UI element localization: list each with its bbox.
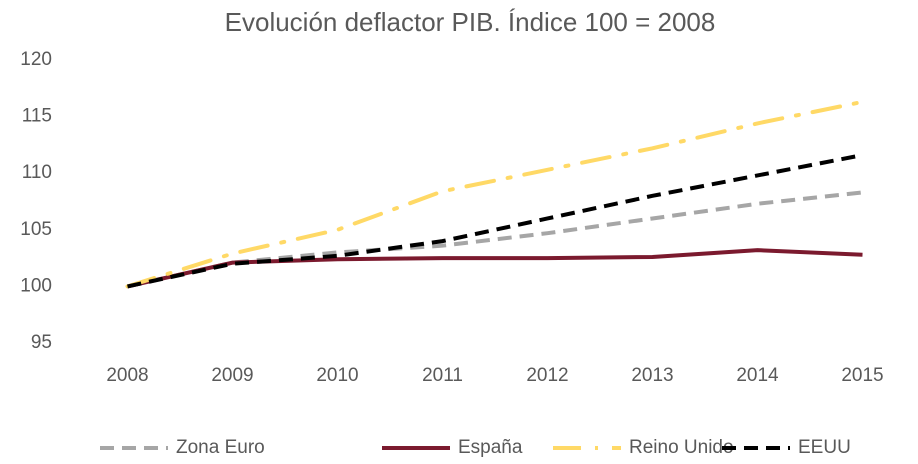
series-line bbox=[127, 248, 863, 289]
legend-label: EEUU bbox=[798, 437, 851, 458]
x-tick-label: 2014 bbox=[736, 365, 779, 386]
x-tick-label: 2009 bbox=[211, 365, 253, 386]
legend-label: España bbox=[458, 437, 523, 458]
y-tick-label: 105 bbox=[20, 219, 52, 240]
y-tick-label: 110 bbox=[22, 162, 52, 183]
x-tick-label: 2010 bbox=[316, 365, 358, 386]
x-tick-label: 2013 bbox=[631, 365, 673, 386]
y-tick-label: 120 bbox=[20, 49, 52, 70]
x-tick-label: 2008 bbox=[106, 365, 148, 386]
series-line bbox=[127, 190, 863, 289]
x-tick-label: 2012 bbox=[526, 365, 568, 386]
x-tick-label: 2015 bbox=[841, 365, 883, 386]
chart-title: Evolución deflactor PIB. Índice 100 = 20… bbox=[225, 7, 716, 37]
y-tick-label: 95 bbox=[31, 332, 52, 353]
legend-label: Zona Euro bbox=[176, 437, 265, 458]
series-line bbox=[127, 153, 863, 289]
series-line bbox=[125, 99, 865, 289]
y-tick-label: 115 bbox=[22, 106, 52, 127]
y-tick-label: 100 bbox=[20, 275, 52, 296]
legend-label: Reino Unido bbox=[629, 437, 734, 458]
x-tick-label: 2011 bbox=[422, 365, 463, 386]
